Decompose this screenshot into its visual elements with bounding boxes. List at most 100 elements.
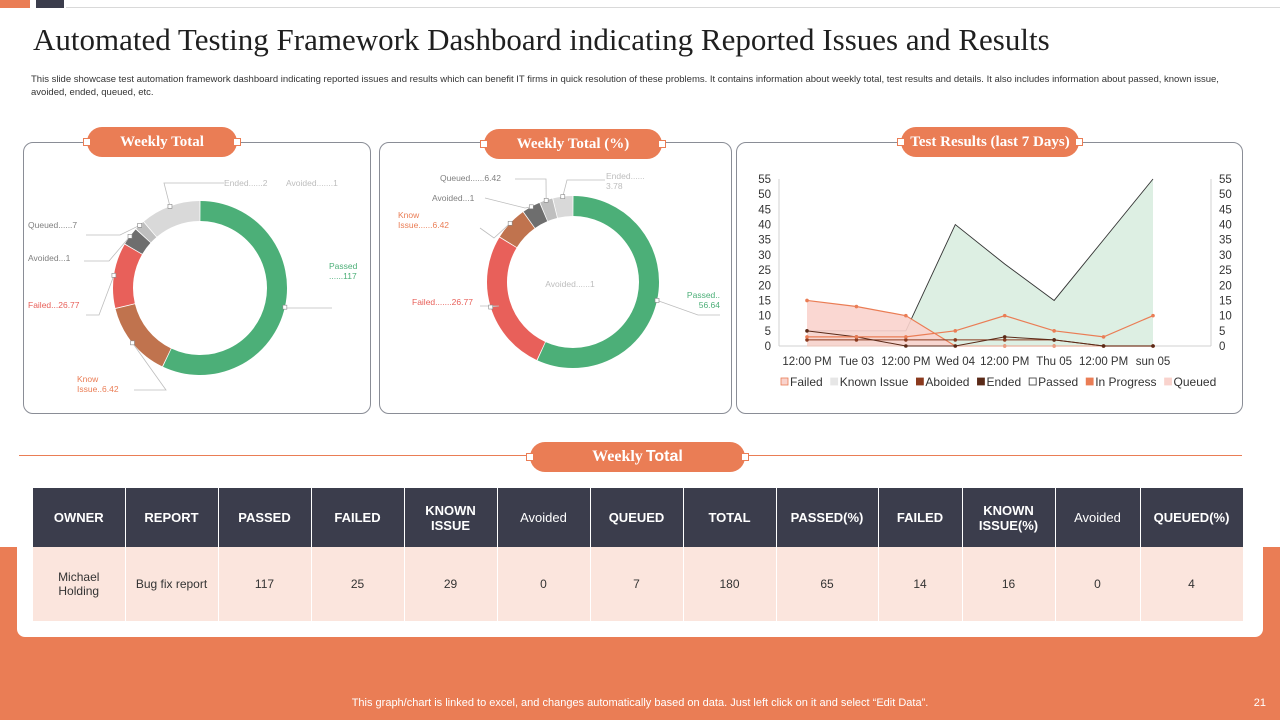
y-tick-left-30: 30 — [758, 250, 771, 262]
y-tick-right-50: 50 — [1219, 189, 1232, 201]
y-tick-right-5: 5 — [1219, 326, 1225, 338]
area-passed[interactable] — [807, 179, 1153, 346]
top-divider — [66, 7, 1280, 8]
y-tick-right-0: 0 — [1219, 341, 1225, 353]
leader-know-issue — [479, 222, 511, 239]
leader-passed — [284, 306, 332, 309]
slice-know-issue[interactable] — [499, 212, 535, 248]
y-tick-right-15: 15 — [1219, 295, 1232, 307]
legend-passed: Passed — [1038, 375, 1078, 389]
page-number: 21 — [1253, 697, 1266, 709]
slice-ended[interactable] — [143, 201, 201, 237]
y-tick-right-25: 25 — [1219, 265, 1232, 277]
leader-queued — [515, 178, 547, 201]
weekly-total-table: OWNER REPORT PASSED FAILED KNOWN ISSUE A… — [33, 488, 1244, 621]
point-aboided-1 — [854, 338, 859, 342]
leader-ended — [562, 179, 605, 197]
cell-failed-2: 14 — [878, 547, 963, 621]
leader-dot-know-issue — [130, 340, 135, 346]
legend-failed: Failed — [790, 375, 823, 389]
slice-know-issue[interactable] — [115, 303, 172, 367]
slice-avoided[interactable] — [523, 202, 548, 229]
leader-failed — [86, 275, 115, 316]
line-ended[interactable] — [806, 330, 1153, 347]
col-queued-pct: QUEUED(%) — [1140, 488, 1244, 547]
test-results-pill: Test Results (last 7 Days) — [897, 127, 1083, 157]
cell-passed-pct: 65 — [776, 547, 879, 621]
weekly-total-pill: Weekly Total — [83, 127, 241, 157]
point-failed-2 — [904, 313, 908, 318]
slice-avoided[interactable] — [125, 229, 151, 255]
slice-ended[interactable] — [553, 196, 573, 218]
leader-dot-failed — [488, 304, 494, 310]
test-results-card[interactable]: 0 0 5 5 10 10 15 15 20 20 25 25 30 30 35 35 40 40 45 45 50 50… — [736, 142, 1243, 414]
col-failed-2: FAILED — [878, 488, 963, 547]
cell-total: 180 — [683, 547, 777, 621]
cell-queued-pct: 4 — [1140, 547, 1244, 621]
y-tick-left-40: 40 — [758, 220, 771, 232]
y-tick-right-55: 55 — [1219, 174, 1232, 186]
cell-owner: Michael Holding — [33, 547, 126, 621]
weekly-pct-card[interactable]: Passed.. 56.64 Failed.......26.77 Know Issue… — [379, 142, 732, 414]
col-owner: OWNER — [33, 488, 126, 547]
label-avoided: Avoided...1 — [432, 193, 475, 203]
legend-queued: Queued — [1174, 375, 1217, 389]
legend-swatch-failed — [780, 377, 789, 386]
legend-swatch-passed — [1028, 377, 1037, 386]
label-passed: Passed ......117 — [329, 261, 358, 281]
label-ended: Ended...... 3.78 — [606, 171, 645, 191]
slice-queued[interactable] — [540, 198, 558, 222]
legend-swatch-in-progress — [1085, 377, 1094, 386]
section-title-part1: Weekly — [592, 448, 643, 465]
col-passed-pct: PASSED(%) — [776, 488, 879, 547]
y-tick-left-35: 35 — [758, 235, 771, 247]
y-tick-right-20: 20 — [1219, 280, 1232, 292]
point-ended-3 — [953, 344, 958, 348]
leader-dot-avoided — [528, 204, 534, 210]
point-ended-0 — [805, 329, 809, 333]
line-in-progress[interactable] — [807, 315, 1154, 338]
x-tick-3: Wed 04 — [936, 356, 976, 368]
label-avoided: Avoided...1 — [28, 253, 71, 263]
point-ended-4 — [1002, 335, 1007, 339]
legend-known-issue: Known Issue — [840, 375, 909, 389]
leader-dot-passed — [282, 304, 288, 310]
point-in-progress-1 — [854, 335, 859, 339]
col-passed: PASSED — [218, 488, 312, 547]
weekly-total-card[interactable]: Passed ......117 Know Issue..6.42 Failed...2… — [23, 142, 371, 414]
weekly-total-donut[interactable]: Passed ......117 Know Issue..6.42 Failed...2… — [24, 143, 370, 413]
point-aboided-0 — [805, 338, 809, 342]
cell-report: Bug fix report — [125, 547, 219, 621]
leader-dot-know-issue — [507, 220, 513, 226]
y-tick-left-25: 25 — [758, 265, 771, 277]
point-aboided-2 — [904, 338, 908, 342]
weekly-pct-donut[interactable]: Passed.. 56.64 Failed.......26.77 Know Issue… — [380, 143, 731, 413]
slice-passed[interactable] — [537, 196, 659, 368]
weekly-pct-pill: Weekly Total (%) — [480, 129, 666, 159]
col-known-issue-pct: KNOWN ISSUE(%) — [962, 488, 1056, 547]
leader-dot-queued — [137, 223, 142, 228]
cell-passed: 117 — [218, 547, 312, 621]
slice-queued[interactable] — [136, 222, 157, 243]
y-tick-left-10: 10 — [758, 311, 771, 323]
legend-aboided: Aboided — [925, 375, 969, 389]
donut-center-label: Avoided......1 — [545, 279, 595, 289]
leader-avoided — [484, 197, 532, 209]
col-failed: FAILED — [311, 488, 405, 547]
area-failed[interactable] — [807, 300, 1153, 346]
leader-know-issue — [132, 342, 167, 391]
slice-failed[interactable] — [487, 237, 546, 360]
col-avoided: Avoided — [497, 488, 591, 547]
weekly-total-section-pill: Weekly Total — [526, 442, 749, 472]
label-failed: Failed.......26.77 — [412, 297, 473, 307]
top-dark-bar — [36, 0, 64, 8]
legend-swatch-known-issue — [830, 377, 839, 386]
leader-ended — [163, 182, 224, 207]
y-tick-right-30: 30 — [1219, 250, 1232, 262]
y-tick-right-35: 35 — [1219, 235, 1232, 247]
slice-passed[interactable] — [163, 201, 287, 375]
legend-swatch-aboided — [916, 377, 924, 386]
slice-failed[interactable] — [113, 244, 143, 309]
y-tick-left-45: 45 — [758, 204, 771, 216]
